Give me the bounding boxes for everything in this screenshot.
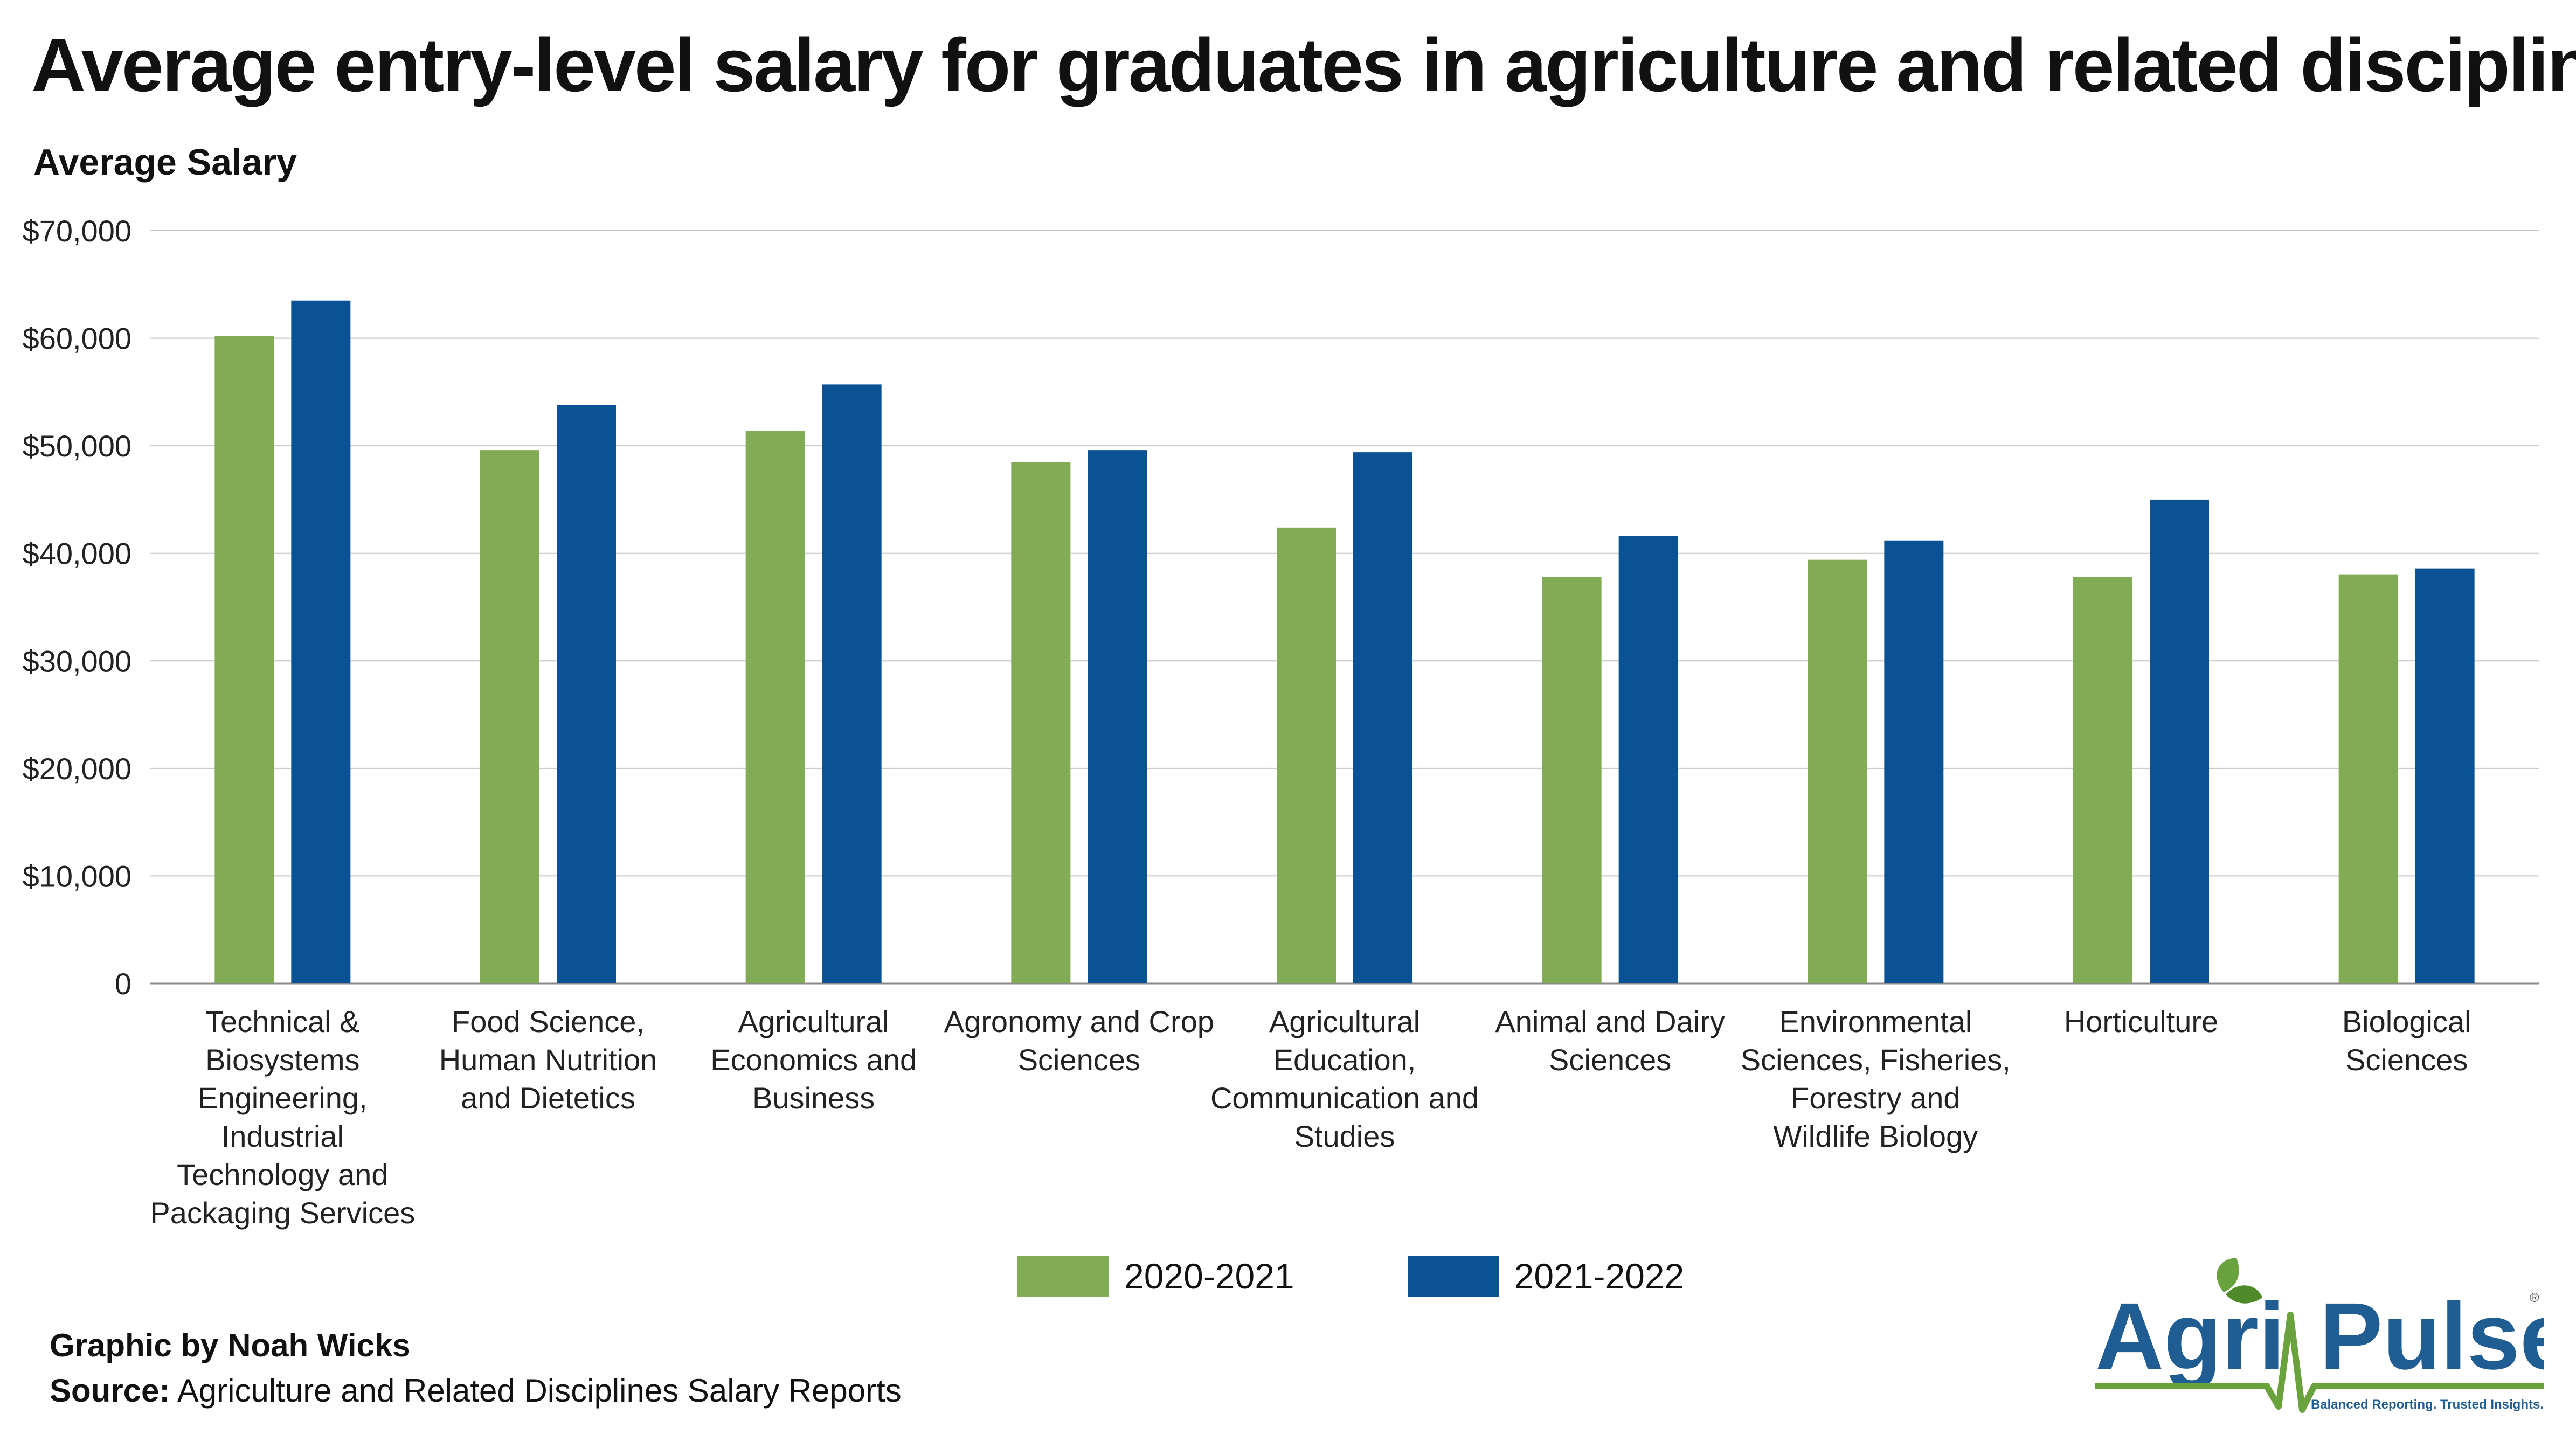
x-category-label: Horticulture [2064,1004,2218,1038]
bar-series-1-category-3 [745,431,805,983]
bar-series-1-category-8 [2073,577,2132,983]
x-category-label-line: Business [752,1081,875,1115]
x-category-label-line: Education, [1273,1043,1416,1077]
y-tick-label: $50,000 [23,429,131,463]
y-tick-label: 0 [115,967,131,1001]
y-tick-label: $30,000 [23,644,131,678]
logo-tagline: Balanced Reporting. Trusted Insights. [2311,1397,2544,1412]
y-tick-label: $60,000 [23,322,131,356]
x-category-label-line: Animal and Dairy [1495,1004,1725,1038]
x-category-label-line: Food Science, [452,1004,645,1038]
y-tick-label: $40,000 [23,537,131,571]
x-category-label: Food Science, Human Nutrition and Dietetic… [439,1004,657,1115]
x-category-label-line: Agricultural [738,1004,889,1038]
x-category-label-line: Human Nutrition [439,1043,657,1077]
x-category-label-line: and Dietetics [461,1081,635,1115]
chart-title: Average entry-level salary for graduates… [31,23,2576,107]
bar-series-2-category-5 [1353,452,1412,983]
legend-item-series-1: 2020-2021 [1017,1256,1294,1297]
x-category-label: Animal and Dairy Sciences [1495,1004,1725,1077]
x-category-label: Agricultural Economics and Business [710,1004,917,1115]
bar-series-1-category-7 [1808,559,1867,983]
graphic-credit: Graphic by Noah Wicks [50,1327,411,1363]
x-category-label-line: Environmental [1779,1004,1972,1038]
bar-series-1-category-4 [1011,462,1071,983]
y-tick-label: $20,000 [23,752,131,786]
x-category-label-line: Sciences [2345,1043,2468,1077]
x-category-label-line: Engineering, [198,1081,367,1115]
bar-series-1-category-6 [1542,577,1602,983]
source-text: Agriculture and Related Disciplines Sala… [177,1373,902,1409]
legend-swatch-series-2 [1407,1256,1499,1297]
x-category-label: Environmental Sciences, Fisheries, Forestr… [1741,1004,2011,1153]
bar-series-2-category-7 [1884,540,1944,983]
bar-series-2-category-8 [2150,499,2209,983]
bar-chart: 0 $10,000 $20,000 $30,000 $40,000 $50,000 $60,… [23,214,2539,1230]
x-category-label-line: Biosystems [205,1043,359,1077]
leaf-icon [2226,1285,2262,1304]
x-category-label-line: Communication and [1210,1081,1479,1115]
x-category-label-line: Horticulture [2064,1004,2218,1038]
y-tick-label: $70,000 [23,214,131,248]
x-category-label-line: Packaging Services [150,1196,415,1230]
leaf-icon [2217,1258,2239,1292]
x-category-label-line: Sciences [1018,1043,1140,1077]
x-category-label-line: Wildlife Biology [1773,1119,1978,1153]
legend: 2020-2021 2021-2022 [1017,1256,1797,1297]
legend-swatch-series-1 [1017,1256,1109,1297]
x-category-label-line: Technical & [205,1004,359,1038]
y-axis-label: Average Salary [33,142,297,183]
bar-series-2-category-2 [557,405,616,984]
logo-word-agri: Agri [2095,1284,2285,1389]
logo-word-pulse: Pulse [2319,1284,2544,1389]
x-category-label-line: Studies [1294,1119,1395,1153]
source-label: Source: [50,1373,170,1409]
x-category-label-line: Sciences, Fisheries, [1741,1043,2011,1077]
x-category-label: Biological Sciences [2342,1004,2471,1077]
logo-registered-mark: ® [2530,1291,2539,1305]
bar-series-1-category-5 [1277,527,1336,983]
bar-series-1-category-1 [214,336,274,983]
bar-series-2-category-6 [1618,536,1678,983]
x-category-label-line: Agronomy and Crop [944,1004,1214,1038]
x-category-label-line: Biological [2342,1004,2471,1038]
bar-series-2-category-9 [2415,568,2475,983]
bar-series-2-category-4 [1088,450,1147,983]
bar-series-2-category-3 [822,384,882,983]
x-category-label-line: Technology and [177,1158,388,1191]
x-category-label: Agricultural Education, Communication and S… [1210,1004,1479,1153]
x-category-label: Technical & Biosystems Engineering, Industr… [150,1004,415,1230]
x-category-label-line: Sciences [1549,1043,1671,1077]
bar-series-2-category-1 [291,300,351,983]
legend-label-series-2: 2021-2022 [1514,1256,1685,1296]
x-category-label: Agronomy and Crop Sciences [944,1004,1214,1077]
bar-series-1-category-2 [480,450,539,983]
pulse-line-icon [2095,1312,2544,1413]
bar-series-1-category-9 [2338,574,2398,983]
x-category-label-line: Economics and [710,1043,917,1077]
source-note: Source: Agriculture and Related Discipli… [50,1372,902,1409]
legend-label-series-1: 2020-2021 [1124,1256,1294,1296]
y-tick-label: $10,000 [23,859,131,893]
x-category-label-line: Forestry and [1791,1081,1960,1115]
legend-item-series-2: 2021-2022 [1407,1256,1685,1297]
x-category-label-line: Agricultural [1269,1004,1420,1038]
agri-pulse-logo: Agri Pulse ® Balanced Reporting. Trusted… [2095,1258,2544,1413]
x-category-label-line: Industrial [221,1119,344,1153]
